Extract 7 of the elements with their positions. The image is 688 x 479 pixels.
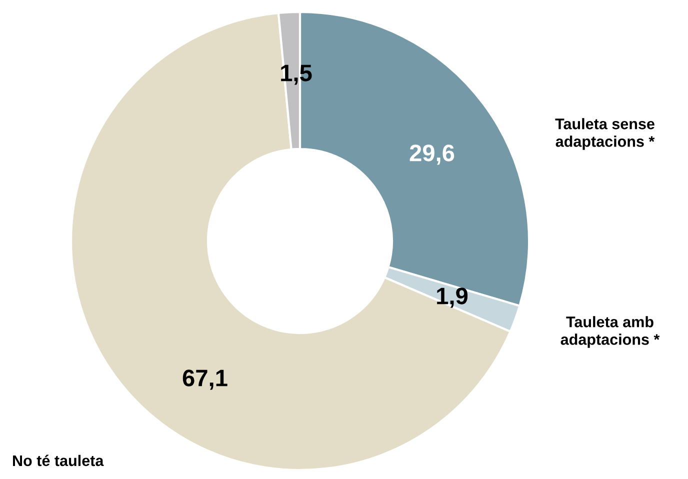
data-label: 1,5 — [281, 64, 312, 85]
slice-label: No té tauleta — [13, 454, 104, 466]
data-label: 1,9 — [437, 288, 468, 308]
data-label: 67,1 — [182, 370, 228, 390]
data-label: 29,6 — [410, 144, 454, 165]
slice-label: Tauleta sense adaptacions * — [555, 118, 655, 150]
slice-label: Tauleta amb adaptacions * — [560, 316, 660, 348]
